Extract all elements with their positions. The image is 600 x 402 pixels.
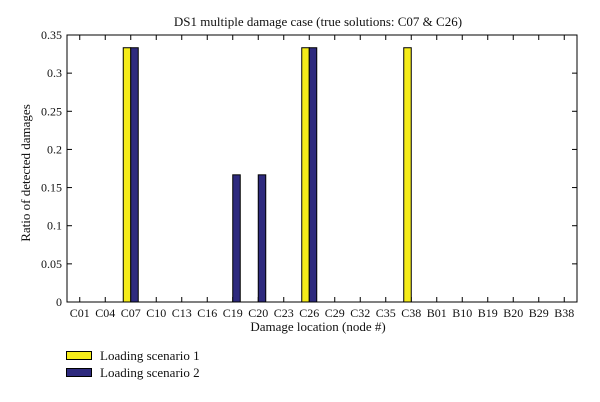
y-tick-label: 0.3 <box>47 66 62 80</box>
x-tick-label: C35 <box>376 306 396 320</box>
x-tick-label: C13 <box>172 306 192 320</box>
legend-item-scenario-1: Loading scenario 1 <box>66 347 200 364</box>
x-tick-label: C29 <box>325 306 345 320</box>
bar-c07-scenario-1 <box>122 47 132 303</box>
y-axis-label: Ratio of detected damages <box>18 104 33 242</box>
legend-label-scenario-1: Loading scenario 1 <box>100 347 200 363</box>
y-tick-label: 0.05 <box>41 257 62 271</box>
bar-c20-scenario-2 <box>257 174 267 303</box>
x-tick-label: C10 <box>146 306 166 320</box>
y-tick-label: 0.1 <box>47 219 62 233</box>
x-tick-label: C07 <box>121 306 141 320</box>
x-tick-label: B38 <box>554 306 574 320</box>
x-axis: C01 C04 C07 C10 C13 C16 C19 C20 C23 C26 C29 C32 C35 C… <box>70 35 574 320</box>
legend: Loading scenario 1 Loading scenario 2 <box>66 347 200 381</box>
bar-c38-scenario-1 <box>403 47 412 303</box>
y-tick-label: 0.35 <box>41 28 62 42</box>
bar-c19-scenario-2 <box>232 174 241 303</box>
legend-swatch-scenario-1 <box>66 351 92 360</box>
x-tick-label: C04 <box>95 306 115 320</box>
plot-frame <box>66 34 578 303</box>
x-tick-label: B29 <box>529 306 549 320</box>
y-tick-label: 0.2 <box>47 142 62 156</box>
x-tick-label: B19 <box>478 306 498 320</box>
x-tick-label: C38 <box>401 306 421 320</box>
legend-item-scenario-2: Loading scenario 2 <box>66 364 200 381</box>
x-tick-label: C23 <box>274 306 294 320</box>
x-tick-label: C19 <box>223 306 243 320</box>
bar-c26-scenario-1 <box>301 47 310 303</box>
x-tick-label: B10 <box>452 306 472 320</box>
y-tick-label: 0.25 <box>41 104 62 118</box>
x-tick-label: B01 <box>427 306 447 320</box>
x-tick-label: C01 <box>70 306 90 320</box>
y-tick-label: 0.15 <box>41 181 62 195</box>
bars-group <box>122 47 412 303</box>
x-tick-label: C16 <box>197 306 217 320</box>
bar-c07-scenario-2 <box>130 47 139 303</box>
y-axis: 0 0.05 0.1 0.15 0.2 0.25 0.3 0.35 <box>41 28 577 309</box>
chart-title: DS1 multiple damage case (true solutions… <box>174 14 462 29</box>
x-axis-label: Damage location (node #) <box>250 319 385 334</box>
x-tick-label: B20 <box>503 306 523 320</box>
x-tick-label: C20 <box>248 306 268 320</box>
legend-label-scenario-2: Loading scenario 2 <box>100 364 200 380</box>
plot-area <box>66 34 578 303</box>
legend-swatch-scenario-2 <box>66 368 92 377</box>
y-tick-label: 0 <box>56 295 62 309</box>
bar-c26-scenario-2 <box>308 47 318 303</box>
x-tick-label: C32 <box>350 306 370 320</box>
x-tick-label: C26 <box>299 306 319 320</box>
